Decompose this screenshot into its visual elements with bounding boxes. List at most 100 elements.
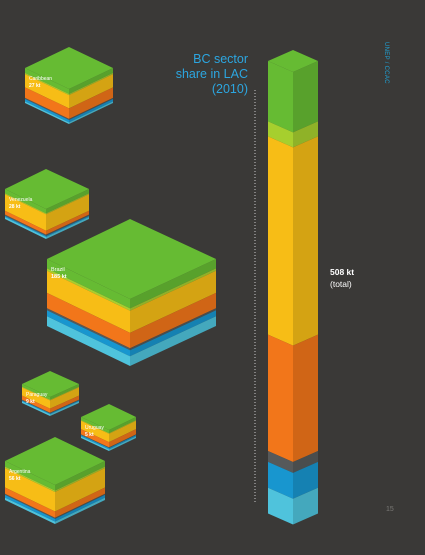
cube-layer-right-5-2 bbox=[55, 468, 105, 512]
cube-layer-left-0-5 bbox=[25, 98, 69, 123]
country-value: 185 kt bbox=[51, 274, 67, 280]
cube-layer-left-3-1 bbox=[22, 386, 50, 401]
cube-layer-left-5-6 bbox=[5, 497, 55, 524]
country-name: Uruguay bbox=[85, 425, 104, 431]
cube-layer-left-1-6 bbox=[5, 217, 46, 239]
cube-layer-right-1-6 bbox=[46, 217, 89, 239]
cube-layer-right-3-3 bbox=[50, 395, 79, 413]
cube-layer-left-3-2 bbox=[22, 387, 50, 409]
cube-layer-right-1-2 bbox=[46, 194, 89, 231]
country-value: 9 kt bbox=[26, 399, 35, 405]
cube-layer-right-2-6 bbox=[130, 316, 216, 366]
total-bar-left-5 bbox=[268, 461, 293, 499]
cube-layer-left-5-4 bbox=[5, 493, 55, 519]
cube-layer-left-4-0 bbox=[81, 417, 109, 433]
cube-layer-left-2-5 bbox=[47, 310, 130, 357]
country-value: 5 kt bbox=[85, 432, 94, 438]
source-label: UNEP / CCAC bbox=[383, 42, 389, 84]
total-value: 508 kt bbox=[330, 267, 355, 277]
cube-layer-right-1-1 bbox=[46, 193, 89, 215]
cube-layer-left-2-0 bbox=[47, 259, 130, 309]
cube-layer-right-4-4 bbox=[109, 434, 136, 449]
cube-layer-right-4-5 bbox=[109, 435, 136, 450]
cube-layer-right-0-4 bbox=[69, 97, 113, 120]
total-bar-right-5 bbox=[293, 461, 318, 499]
cube-layer-right-2-2 bbox=[130, 270, 216, 333]
cube-layer-right-0-1 bbox=[69, 72, 113, 96]
chart-title: BC sector share in LAC (2010) bbox=[175, 52, 248, 96]
cube-layer-right-3-6 bbox=[50, 401, 79, 416]
cube-layer-right-5-0 bbox=[55, 461, 105, 491]
cube-layer-right-3-4 bbox=[50, 399, 79, 414]
total-bar-right-3 bbox=[293, 334, 318, 463]
cube-layer-left-1-3 bbox=[5, 210, 46, 235]
cube-layer-right-5-1 bbox=[55, 466, 105, 493]
cube-layer-left-3-4 bbox=[22, 399, 50, 414]
cube-top-1 bbox=[5, 169, 89, 209]
country-name: Brazil bbox=[51, 267, 65, 273]
cube-layer-right-3-5 bbox=[50, 400, 79, 415]
cube-layer-left-0-6 bbox=[25, 101, 69, 124]
cube-layer-left-2-6 bbox=[47, 316, 130, 366]
cube-layer-left-0-1 bbox=[25, 72, 69, 96]
cube-layer-right-2-5 bbox=[130, 310, 216, 357]
cube-layer-right-2-3 bbox=[130, 292, 216, 349]
cube-layer-right-1-5 bbox=[46, 215, 89, 238]
cube-layer-left-0-2 bbox=[25, 74, 69, 109]
total-bar-right-4 bbox=[293, 451, 318, 473]
cube-top-5 bbox=[5, 437, 105, 485]
country-value: 27 kt bbox=[29, 83, 41, 89]
cube-layer-right-0-0 bbox=[69, 68, 113, 94]
cube-layer-left-3-6 bbox=[22, 401, 50, 416]
page-number: 15 bbox=[386, 506, 394, 513]
total-bar-right-2 bbox=[293, 136, 318, 346]
cube-layer-left-2-4 bbox=[47, 308, 130, 351]
cube-layer-right-0-5 bbox=[69, 98, 113, 123]
cube-layer-left-4-3 bbox=[81, 429, 109, 448]
total-bar-left-1 bbox=[268, 121, 293, 148]
total-bar-right-0 bbox=[293, 61, 318, 133]
cube-layer-right-0-2 bbox=[69, 74, 113, 109]
country-name: Venezuela bbox=[9, 197, 33, 203]
total-note: (total) bbox=[330, 279, 352, 289]
cube-layer-right-5-3 bbox=[55, 487, 105, 518]
cube-layer-left-1-0 bbox=[5, 189, 46, 214]
cube-layer-right-1-0 bbox=[46, 189, 89, 214]
country-name: Argentina bbox=[9, 469, 31, 475]
cube-layer-left-5-5 bbox=[5, 494, 55, 522]
cube-layer-left-4-6 bbox=[81, 436, 109, 451]
total-annotation: 508 kt (total) bbox=[330, 266, 354, 290]
cube-layer-left-3-0 bbox=[22, 384, 50, 400]
cube-layer-right-2-0 bbox=[130, 259, 216, 309]
cube-layer-left-4-2 bbox=[81, 420, 109, 443]
cube-layer-right-2-4 bbox=[130, 308, 216, 351]
cube-top-4 bbox=[81, 404, 136, 430]
cube-layer-right-5-4 bbox=[55, 493, 105, 519]
total-bar-left-4 bbox=[268, 451, 293, 473]
total-bar-right-6 bbox=[293, 487, 318, 525]
cube-layer-left-2-2 bbox=[47, 270, 130, 333]
cube-layer-right-4-6 bbox=[109, 436, 136, 451]
cube-layer-right-3-1 bbox=[50, 386, 79, 401]
cube-layer-left-4-1 bbox=[81, 419, 109, 434]
cube-layer-left-5-1 bbox=[5, 466, 55, 493]
cube-top-3 bbox=[22, 371, 79, 397]
cube-layer-left-1-4 bbox=[5, 214, 46, 236]
cube-layer-right-0-6 bbox=[69, 101, 113, 124]
total-bar-top bbox=[268, 50, 318, 72]
total-bar-left-0 bbox=[268, 61, 293, 133]
country-name: Paraguay bbox=[26, 392, 48, 398]
total-bar-left-2 bbox=[268, 136, 293, 346]
cube-layer-left-5-2 bbox=[5, 468, 55, 512]
cube-layer-right-4-3 bbox=[109, 429, 136, 448]
cube-layer-left-5-3 bbox=[5, 487, 55, 518]
cube-layer-right-4-1 bbox=[109, 419, 136, 434]
cube-layer-left-4-5 bbox=[81, 435, 109, 450]
cube-layer-right-1-3 bbox=[46, 210, 89, 235]
cube-top-0 bbox=[25, 47, 113, 89]
cube-layer-left-1-5 bbox=[5, 215, 46, 238]
cube-layer-right-4-2 bbox=[109, 420, 136, 443]
cube-layer-left-5-0 bbox=[5, 461, 55, 491]
cube-layer-left-2-3 bbox=[47, 292, 130, 349]
